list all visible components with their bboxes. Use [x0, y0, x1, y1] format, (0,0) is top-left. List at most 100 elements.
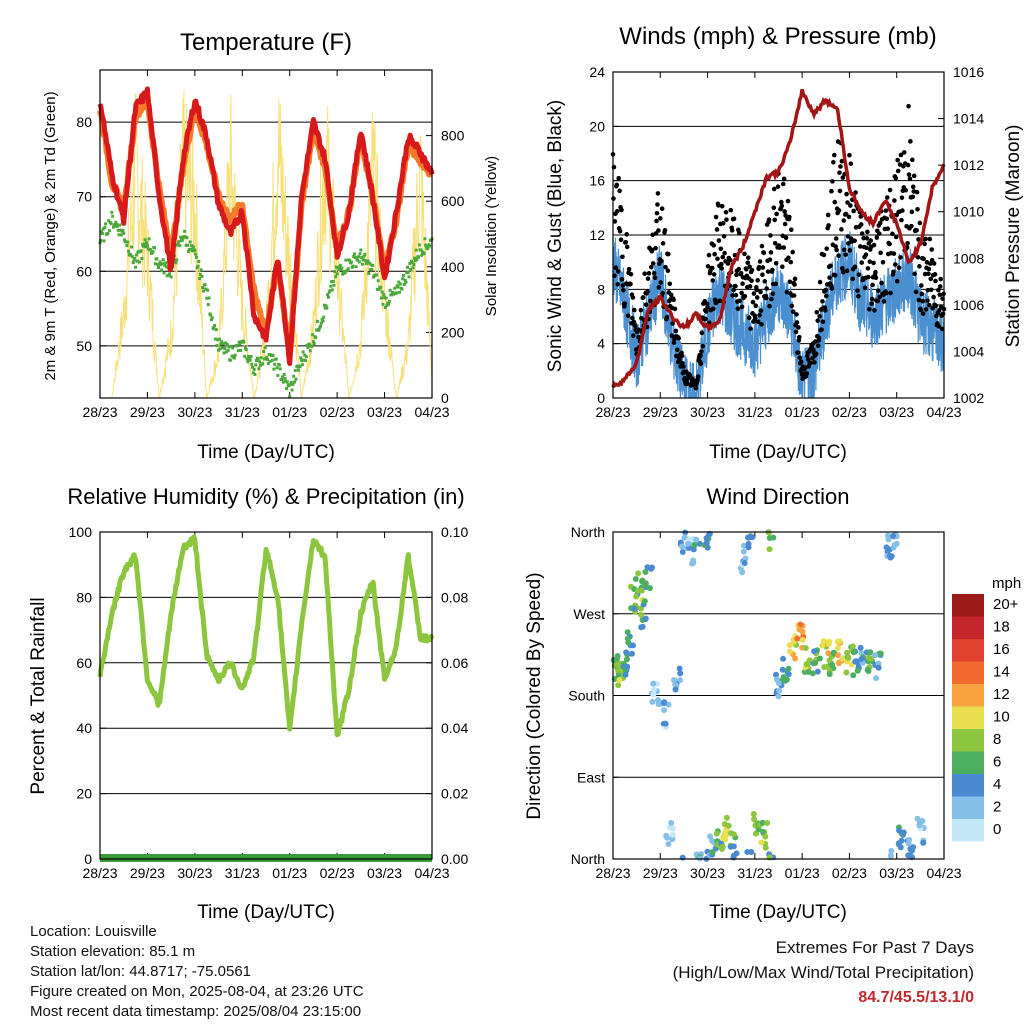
gust-point	[728, 207, 734, 213]
gust-point	[909, 209, 915, 215]
direction-point	[660, 700, 667, 707]
gust-point	[876, 231, 882, 236]
dewpoint-point	[326, 295, 330, 299]
dewpoint-point	[258, 360, 262, 364]
gust-point	[645, 289, 650, 294]
gust-point	[901, 150, 907, 155]
dewpoint-point	[114, 220, 118, 224]
dewpoint-point	[364, 259, 368, 263]
gust-point	[767, 303, 772, 309]
dewpoint-point	[273, 362, 277, 366]
gust-point	[794, 312, 799, 317]
gust-point	[915, 206, 920, 212]
direction-point	[797, 621, 804, 628]
gust-point	[826, 223, 831, 228]
dewpoint-point	[281, 380, 285, 384]
sonic-wind-series	[612, 231, 945, 401]
humidity-xlabel: Time (Day/UTC)	[197, 902, 335, 923]
direction-point	[650, 680, 657, 687]
dewpoint-point	[376, 279, 380, 283]
dewpoint-point	[156, 263, 160, 267]
gust-point	[885, 226, 891, 231]
dewpoint-point	[330, 280, 334, 284]
y2-tick-label: 1016	[953, 64, 984, 80]
y-tick-label: 100	[69, 524, 93, 540]
dewpoint-point	[275, 366, 279, 370]
direction-point	[679, 854, 686, 861]
dewpoint-point	[421, 250, 425, 254]
dewpoint-point	[330, 288, 334, 292]
dewpoint-point	[153, 262, 157, 266]
direction-point	[762, 844, 769, 851]
gust-point	[895, 157, 900, 163]
gust-point	[840, 266, 845, 271]
dewpoint-point	[160, 268, 164, 272]
dewpoint-point	[411, 266, 415, 270]
gust-point	[649, 264, 654, 270]
gust-point	[619, 277, 625, 282]
dewpoint-point	[194, 255, 198, 259]
dewpoint-point	[415, 257, 419, 261]
gust-point	[671, 340, 677, 345]
gust-point	[719, 266, 725, 271]
gust-point	[766, 217, 772, 223]
winds-xlabel: Time (Day/UTC)	[709, 442, 847, 463]
dewpoint-point	[336, 266, 340, 270]
direction-point	[850, 649, 857, 656]
dewpoint-point	[285, 387, 289, 391]
dewpoint-point	[323, 306, 327, 310]
gust-point	[793, 329, 799, 335]
dewpoint-point	[258, 363, 262, 367]
x-tick-label: 29/23	[643, 404, 678, 420]
dewpoint-point	[182, 235, 186, 239]
dewpoint-point	[401, 277, 405, 281]
dewpoint-point	[199, 268, 203, 272]
direction-point	[635, 570, 642, 577]
direction-point	[703, 540, 710, 547]
dewpoint-point	[168, 272, 172, 276]
gust-point	[875, 288, 881, 293]
location-text: Location: Louisville	[30, 923, 157, 940]
direction-point	[690, 546, 697, 553]
direction-point	[785, 665, 792, 672]
dewpoint-point	[162, 271, 166, 275]
gust-point	[673, 328, 679, 334]
dewpoint-point	[188, 240, 192, 244]
dewpoint-point	[119, 233, 123, 237]
dewpoint-point	[139, 249, 143, 253]
dewpoint-point	[266, 358, 270, 362]
gust-point	[887, 241, 892, 247]
gust-point	[670, 321, 675, 326]
dewpoint-point	[423, 237, 427, 241]
gust-point	[783, 235, 789, 241]
gust-point	[758, 289, 763, 295]
y2-tick-label: 0.04	[441, 720, 468, 736]
dewpoint-point	[157, 262, 161, 266]
gust-point	[858, 244, 863, 249]
direction-point	[772, 671, 779, 678]
direction-point	[890, 533, 897, 540]
dewpoint-point	[254, 363, 258, 367]
y-tick-label: 20	[589, 118, 605, 134]
dewpoint-point	[317, 328, 321, 332]
dewpoint-point	[366, 259, 370, 263]
gust-point	[771, 186, 777, 192]
dewpoint-point	[200, 274, 204, 278]
dewpoint-point	[163, 263, 167, 267]
direction-point	[615, 667, 622, 674]
dewpoint-point	[246, 360, 250, 364]
gust-point	[617, 188, 622, 194]
dewpoint-point	[396, 285, 400, 289]
gust-point	[734, 272, 739, 278]
gust-point	[824, 246, 830, 251]
gust-point	[612, 219, 618, 224]
direction-point	[693, 536, 700, 543]
gust-point	[792, 276, 798, 282]
gust-point	[847, 248, 853, 253]
gust-point	[667, 281, 673, 287]
gust-point	[698, 361, 704, 367]
dewpoint-point	[337, 267, 341, 271]
gust-point	[742, 251, 747, 257]
y-tick-label: East	[577, 769, 605, 785]
